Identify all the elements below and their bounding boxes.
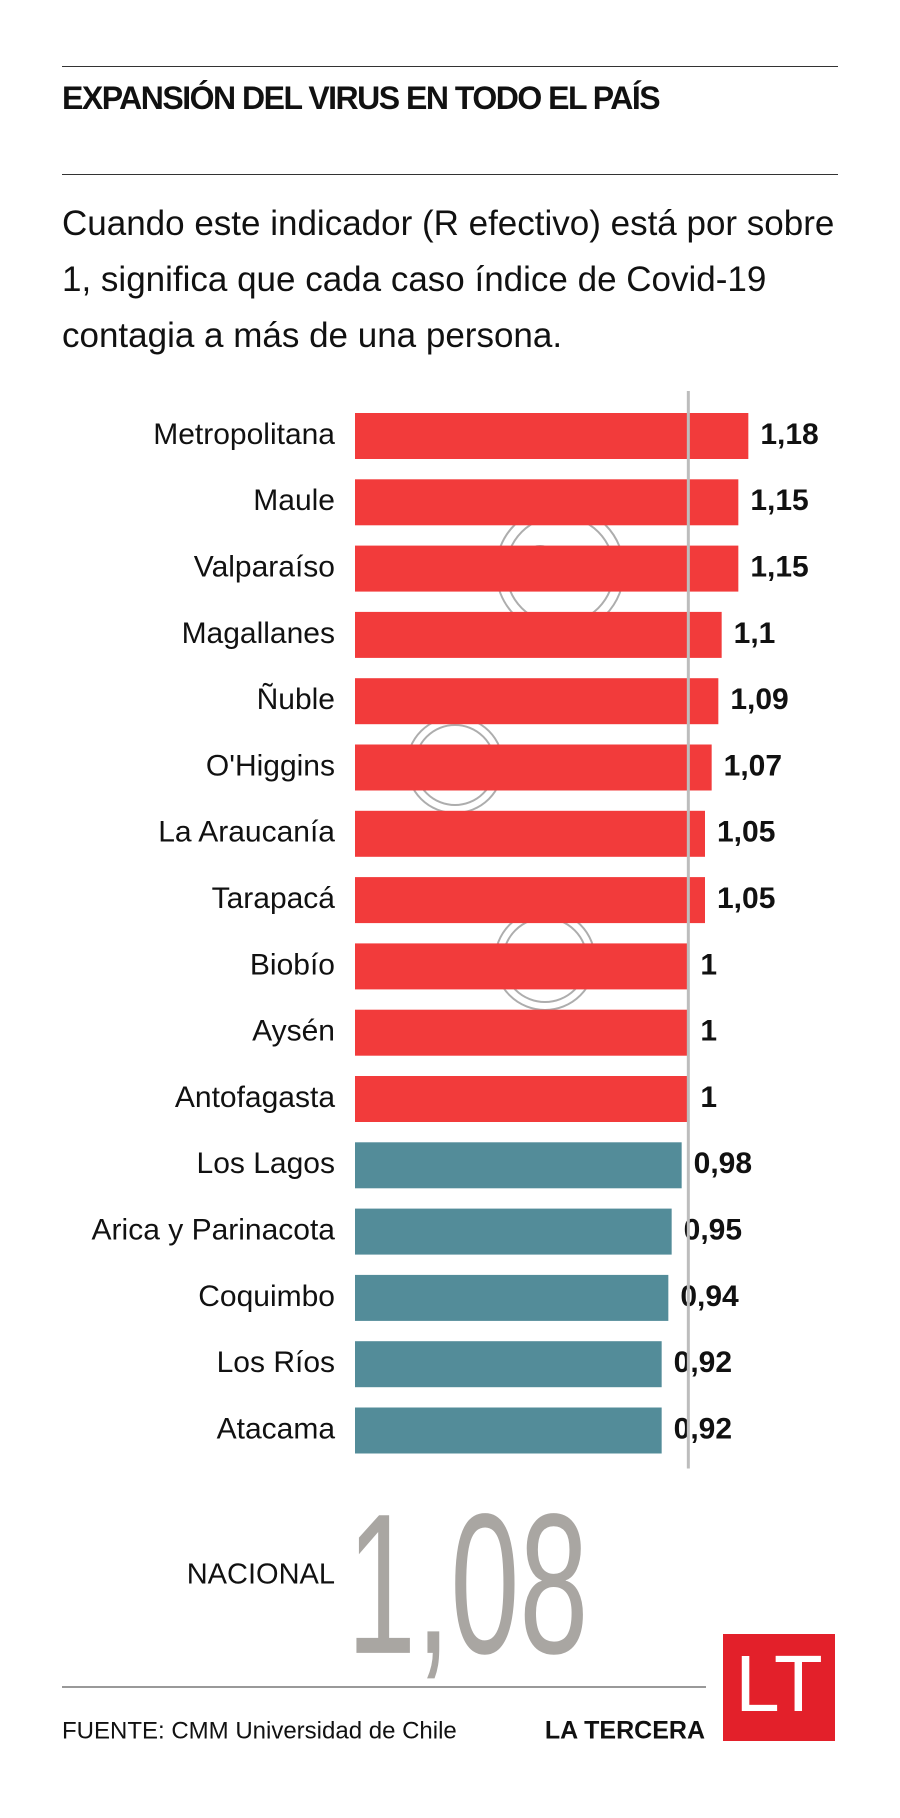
bar	[355, 1274, 669, 1321]
category-label: Valparaíso	[194, 551, 335, 584]
value-label: 1,18	[760, 418, 818, 451]
category-label: Los Lagos	[197, 1147, 335, 1180]
category-label: Biobío	[250, 948, 335, 981]
brand: LA TERCERA	[545, 1717, 705, 1745]
bar	[355, 1142, 682, 1189]
value-label: 1	[700, 1015, 717, 1048]
logo: LT	[735, 1639, 822, 1728]
category-label: Coquimbo	[198, 1280, 335, 1313]
top-rule	[62, 66, 838, 67]
value-label: 1,1	[734, 617, 776, 650]
value-label: 1,05	[717, 882, 775, 915]
title-rule	[62, 174, 838, 175]
category-label: Metropolitana	[153, 418, 335, 451]
bar	[355, 1076, 689, 1122]
bar	[355, 479, 739, 526]
bar	[355, 678, 719, 725]
bar	[355, 1407, 662, 1454]
bar	[355, 744, 712, 791]
value-label: 0,94	[680, 1280, 739, 1313]
category-label: Antofagasta	[175, 1081, 335, 1114]
value-label: 1	[700, 1081, 717, 1114]
category-label: Ñuble	[257, 682, 335, 716]
category-label: Los Ríos	[217, 1346, 335, 1379]
category-label: Aysén	[252, 1015, 335, 1048]
bar	[355, 1208, 672, 1255]
value-label: 0,98	[694, 1147, 752, 1180]
category-label: La Araucanía	[158, 816, 335, 849]
category-label: Magallanes	[182, 617, 335, 650]
bar	[355, 810, 705, 857]
category-label: Maule	[253, 484, 335, 517]
value-label: 0,92	[674, 1412, 732, 1445]
value-label: 1	[700, 948, 717, 981]
national-label: NACIONAL	[187, 1559, 335, 1591]
value-label: 1,15	[750, 484, 808, 517]
category-label: O'Higgins	[206, 749, 335, 782]
national-value: 1,08	[347, 1473, 588, 1697]
value-label: 1,15	[750, 551, 808, 584]
bar	[355, 1341, 662, 1388]
bar	[355, 545, 739, 592]
bar	[355, 1009, 689, 1056]
value-label: 0,92	[674, 1346, 732, 1379]
value-label: 1,05	[717, 816, 775, 849]
value-label: 1,09	[730, 683, 788, 716]
source: FUENTE: CMM Universidad de Chile	[62, 1717, 457, 1744]
chart-subtitle: Cuando este indicador (R efectivo) está …	[62, 204, 835, 355]
logo-box	[723, 1634, 835, 1741]
category-label: Atacama	[217, 1412, 336, 1445]
chart-title: EXPANSIÓN DEL VIRUS EN TODO EL PAÍS	[62, 80, 661, 116]
value-label: 0,95	[684, 1214, 742, 1247]
bar	[355, 413, 749, 459]
bar	[355, 943, 689, 990]
category-label: Arica y Parinacota	[92, 1214, 336, 1247]
bar	[355, 611, 722, 658]
bar	[355, 877, 705, 924]
category-label: Tarapacá	[212, 882, 336, 915]
value-label: 1,07	[724, 749, 782, 782]
